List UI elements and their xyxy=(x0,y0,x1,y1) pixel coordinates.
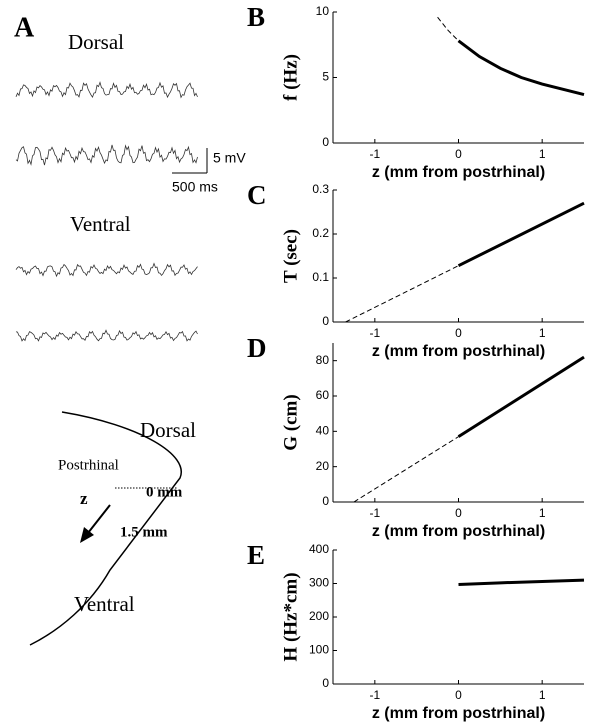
line xyxy=(457,201,585,268)
x-tick-label: -1 xyxy=(369,326,380,340)
arrow xyxy=(87,504,111,534)
y-tick-label: 80 xyxy=(316,353,330,367)
line xyxy=(457,355,585,438)
x-tick-label: 0 xyxy=(455,506,462,520)
eeg-trace xyxy=(15,144,198,166)
ventral-title: Ventral xyxy=(70,212,131,236)
y-tick-label: 100 xyxy=(309,643,329,657)
line xyxy=(457,39,585,96)
y-tick-label: 300 xyxy=(309,576,329,590)
cortex-outline xyxy=(29,411,182,646)
scale-label: 5 mV xyxy=(213,150,246,166)
x-tick-label: 0 xyxy=(455,326,462,340)
y-tick-label: 0.3 xyxy=(312,182,329,196)
diagram-label: Postrhinal xyxy=(58,457,119,473)
y-tick-label: 0.1 xyxy=(312,270,329,284)
arrow-head xyxy=(80,527,94,543)
line xyxy=(437,16,459,42)
x-tick-label: 1 xyxy=(539,688,546,702)
eeg-trace xyxy=(15,262,198,278)
panel-label: E xyxy=(247,540,265,570)
y-axis-label: G (cm) xyxy=(280,394,301,450)
x-axis-label: z (mm from postrhinal) xyxy=(372,705,545,722)
diagram-label: Ventral xyxy=(74,592,135,616)
diagram-label: 0 mm xyxy=(146,484,183,500)
panel-label: D xyxy=(247,333,267,363)
x-tick-label: 1 xyxy=(539,326,546,340)
y-tick-label: 60 xyxy=(316,388,330,402)
x-tick-label: -1 xyxy=(369,147,380,161)
line xyxy=(353,436,459,503)
diagram-label: Dorsal xyxy=(140,418,196,442)
y-tick-label: 400 xyxy=(309,542,329,556)
y-axis-label: H (Hz*cm) xyxy=(280,572,301,661)
diagram-label: 1.5 mm xyxy=(120,524,168,540)
y-axis-label: f (Hz) xyxy=(280,54,301,101)
x-tick-label: 1 xyxy=(539,506,546,520)
x-tick-label: 1 xyxy=(539,147,546,161)
panel-label: B xyxy=(247,2,265,32)
y-tick-label: 200 xyxy=(309,609,329,623)
line xyxy=(345,265,459,323)
panel-label: C xyxy=(247,180,267,210)
y-tick-label: 0 xyxy=(322,676,329,690)
y-tick-label: 5 xyxy=(322,70,329,84)
y-tick-label: 0 xyxy=(322,314,329,328)
x-axis-label: z (mm from postrhinal) xyxy=(372,164,545,181)
line xyxy=(458,578,585,587)
x-axis-label: z (mm from postrhinal) xyxy=(372,343,545,360)
x-tick-label: -1 xyxy=(369,506,380,520)
eeg-trace xyxy=(15,329,198,342)
dorsal-title: Dorsal xyxy=(68,30,124,54)
y-tick-label: 20 xyxy=(316,459,330,473)
y-tick-label: 10 xyxy=(316,4,330,18)
x-tick-label: 0 xyxy=(455,688,462,702)
eeg-trace xyxy=(15,81,198,99)
x-axis-label: z (mm from postrhinal) xyxy=(372,523,545,540)
x-tick-label: 0 xyxy=(455,147,462,161)
panel-label: A xyxy=(14,12,35,43)
y-tick-label: 0 xyxy=(322,494,329,508)
y-tick-label: 0 xyxy=(322,135,329,149)
x-tick-label: -1 xyxy=(369,688,380,702)
scale-label: 500 ms xyxy=(172,179,218,195)
diagram-label: z xyxy=(80,489,88,508)
y-tick-label: 0.2 xyxy=(312,226,329,240)
y-tick-label: 40 xyxy=(316,424,330,438)
y-axis-label: T (sec) xyxy=(280,229,301,283)
